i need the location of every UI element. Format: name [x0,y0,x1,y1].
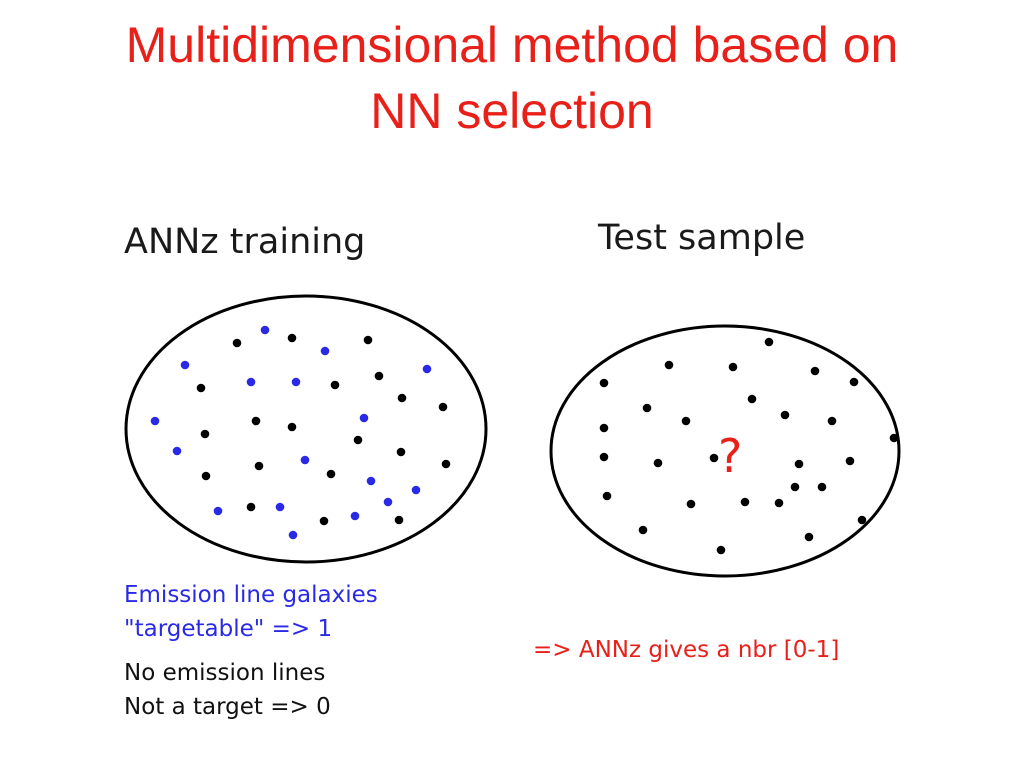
target-galaxy-dot [383,497,393,507]
emission-line-note-line-1: Emission line galaxies [124,582,378,608]
test-galaxy-dot [889,433,899,443]
slide-title-line-2: NN selection [370,83,654,139]
test-galaxy-dot [810,366,820,376]
test-galaxy-dot [780,410,790,420]
target-galaxy-dot [275,502,285,512]
slide-title: Multidimensional method based on NN sele… [0,12,1024,144]
no-emission-note-line-2: Not a target => 0 [124,694,331,720]
no-emission-note-line-1: No emission lines [124,660,326,686]
non-target-galaxy-dot [232,338,242,348]
target-galaxy-dot [288,530,298,540]
target-galaxy-dot [150,416,160,426]
target-galaxy-dot [260,325,270,335]
test-galaxy-dot [602,491,612,501]
target-galaxy-dot [180,360,190,370]
target-galaxy-dot [366,476,376,486]
test-galaxy-dot [747,394,757,404]
test-galaxy-dot [764,337,774,347]
non-target-galaxy-dot [251,416,261,426]
non-target-galaxy-dot [287,333,297,343]
training-dots [150,325,451,540]
test-galaxy-dot [642,403,652,413]
non-target-galaxy-dot [374,371,384,381]
training-ellipse [124,294,488,564]
test-galaxy-dot [817,482,827,492]
target-galaxy-dot [422,364,432,374]
test-ellipse [549,324,901,578]
test-galaxy-dot [638,525,648,535]
non-target-galaxy-dot [287,422,297,432]
non-target-galaxy-dot [353,435,363,445]
test-sample-heading: Test sample [598,218,806,258]
non-target-galaxy-dot [330,380,340,390]
non-target-galaxy-dot [254,461,264,471]
non-target-galaxy-dot [394,515,404,525]
test-galaxy-dot [681,416,691,426]
non-target-galaxy-dot [319,516,329,526]
test-galaxy-dot [790,482,800,492]
training-heading: ANNz training [124,222,366,262]
non-target-galaxy-dot [438,402,448,412]
test-galaxy-dot [845,456,855,466]
target-galaxy-dot [172,446,182,456]
non-target-galaxy-dot [201,471,211,481]
annz-result-note: => ANNz gives a nbr [0-1] [533,637,840,663]
emission-line-note-line-2: "targetable" => 1 [124,616,333,642]
target-galaxy-dot [411,485,421,495]
test-galaxy-dot [599,378,609,388]
test-dots [599,337,899,555]
test-galaxy-dot [849,377,859,387]
non-target-galaxy-dot [200,429,210,439]
non-target-galaxy-dot [196,383,206,393]
non-target-galaxy-dot [246,502,256,512]
target-galaxy-dot [359,413,369,423]
test-galaxy-dot [709,453,719,463]
target-galaxy-dot [291,377,301,387]
test-galaxy-dot [857,515,867,525]
test-galaxy-dot [827,416,837,426]
emission-line-note: Emission line galaxies "targetable" => 1 [124,578,378,646]
non-target-galaxy-dot [397,393,407,403]
target-galaxy-dot [246,377,256,387]
non-target-galaxy-dot [396,447,406,457]
target-galaxy-dot [300,455,310,465]
test-galaxy-dot [653,458,663,468]
target-galaxy-dot [213,506,223,516]
slide-title-line-1: Multidimensional method based on [125,17,899,73]
test-galaxy-dot [774,498,784,508]
no-emission-note: No emission lines Not a target => 0 [124,656,331,724]
test-galaxy-dot [740,497,750,507]
test-galaxy-dot [664,360,674,370]
non-target-galaxy-dot [363,335,373,345]
test-galaxy-dot [716,545,726,555]
test-galaxy-dot [804,532,814,542]
test-galaxy-dot [728,362,738,372]
target-galaxy-dot [350,511,360,521]
test-galaxy-dot [599,452,609,462]
target-galaxy-dot [320,346,330,356]
unknown-class-question-mark: ? [718,429,742,483]
test-galaxy-dot [686,499,696,509]
test-galaxy-dot [599,423,609,433]
non-target-galaxy-dot [441,459,451,469]
test-galaxy-dot [794,459,804,469]
non-target-galaxy-dot [326,469,336,479]
